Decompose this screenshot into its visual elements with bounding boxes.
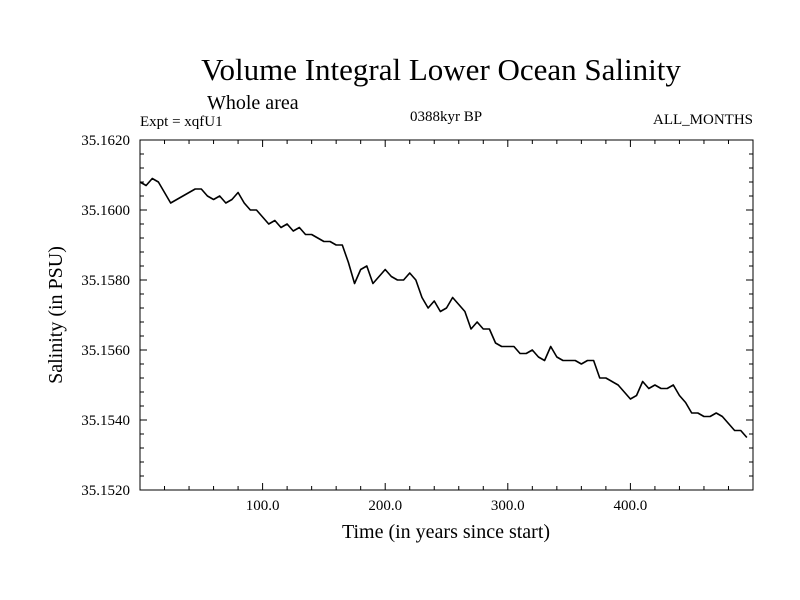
salinity-line xyxy=(139,177,748,439)
y-tick-label: 35.1620 xyxy=(81,133,130,149)
plot-frame xyxy=(139,139,754,491)
y-tick-label: 35.1520 xyxy=(81,483,130,499)
experiment-label: Expt = xqfU1 xyxy=(140,114,223,130)
months-label: ALL_MONTHS xyxy=(653,112,753,128)
x-tick-label: 300.0 xyxy=(491,498,525,514)
chart-title: Volume Integral Lower Ocean Salinity xyxy=(201,52,681,87)
y-tick-label: 35.1540 xyxy=(81,413,130,429)
y-axis-title: Salinity (in PSU) xyxy=(45,246,67,384)
x-tick-label: 100.0 xyxy=(246,498,280,514)
x-axis-ticks: 100.0 200.0 300.0 400.0 xyxy=(164,140,729,514)
chart-subtitle: Whole area xyxy=(207,92,299,114)
x-tick-label: 200.0 xyxy=(368,498,402,514)
y-tick-label: 35.1600 xyxy=(81,203,130,219)
y-tick-label: 35.1560 xyxy=(81,343,130,359)
y-tick-label: 35.1580 xyxy=(81,273,130,289)
x-axis-title: Time (in years since start) xyxy=(342,521,550,543)
x-tick-label: 400.0 xyxy=(614,498,648,514)
y-axis-ticks: 35.1520 35.1540 35.1560 35.1580 35.1600 35.16… xyxy=(81,133,753,499)
period-label: 0388kyr BP xyxy=(410,109,482,125)
